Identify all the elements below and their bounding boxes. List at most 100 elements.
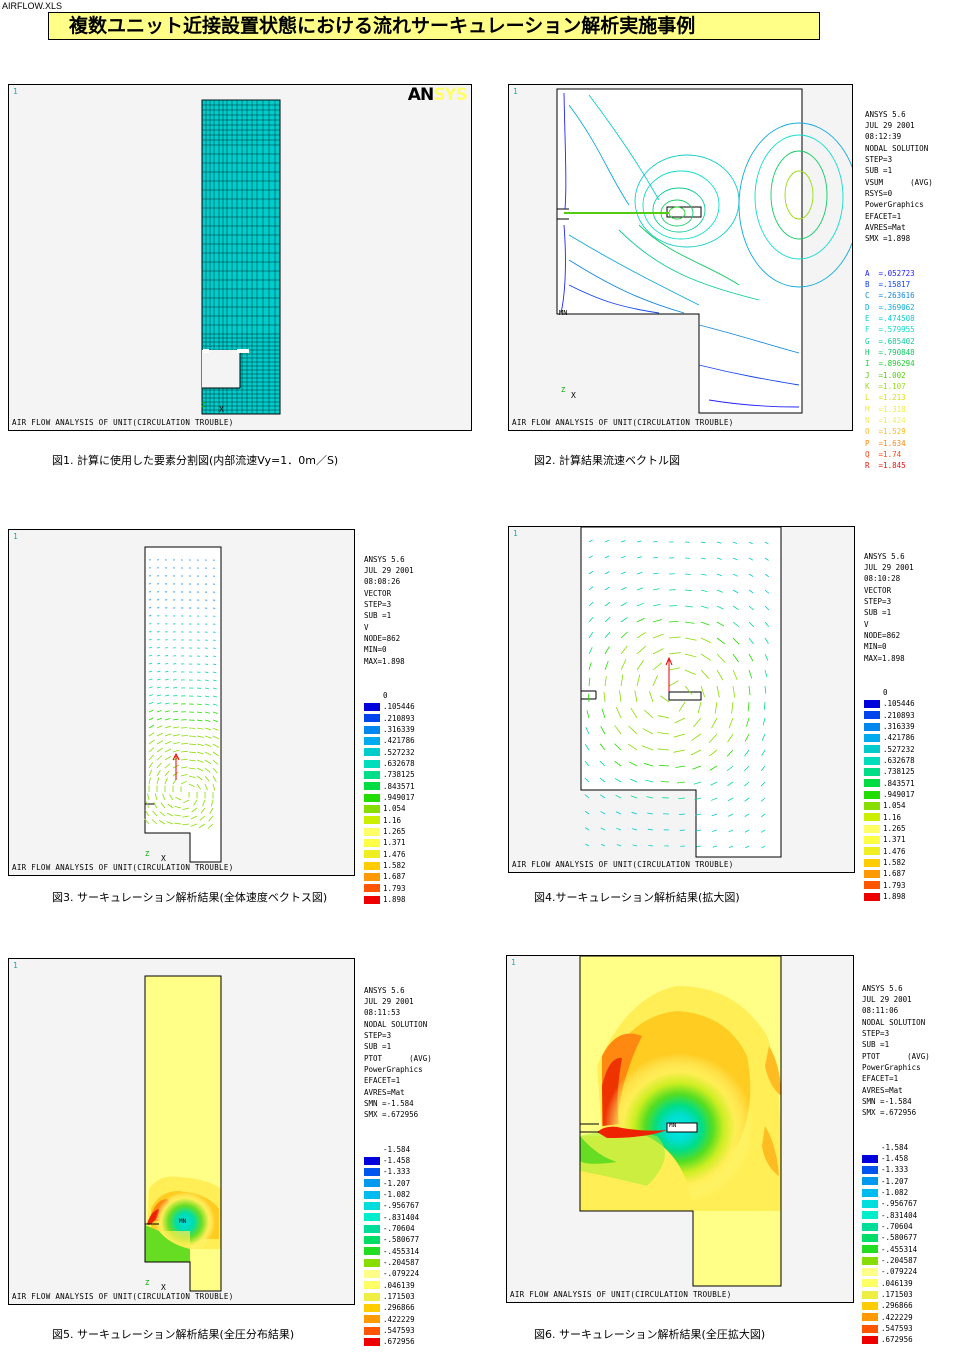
legend-min-value: -1.584 (383, 1144, 411, 1154)
legend-value: -.580677 (383, 1235, 420, 1245)
legend-swatch (364, 1247, 380, 1256)
legend-swatch (364, 725, 380, 734)
legend-row: L =1.213 (865, 392, 933, 403)
legend-value: 1.16 (883, 812, 902, 822)
legend-value: =1.002 (878, 370, 906, 380)
legend-value: -.079224 (383, 1269, 420, 1279)
legend-row: .046139 (862, 1278, 930, 1289)
legend-swatch (364, 793, 380, 802)
legend-value: .421786 (383, 736, 415, 746)
legend-row: N =1.424 (865, 415, 933, 426)
legend-row: -.831404 (862, 1210, 930, 1221)
info-line: ANSYS 5.6 (862, 983, 903, 993)
legend-swatch (364, 714, 380, 723)
legend-row: 1.265 (364, 826, 415, 837)
panel-footer: AIR FLOW ANALYSIS OF UNIT(CIRCULATION TR… (12, 1292, 234, 1301)
panel-footer: AIR FLOW ANALYSIS OF UNIT(CIRCULATION TR… (12, 418, 234, 427)
legend-row: 1.476 (364, 849, 415, 860)
legend-row: .171503 (862, 1289, 930, 1300)
legend-value: -.956767 (383, 1201, 420, 1211)
legend-row: 1.265 (864, 823, 915, 834)
legend-value: .210893 (883, 710, 915, 720)
info-line: STEP=3 (862, 1029, 890, 1039)
legend-swatch (864, 779, 880, 788)
info-line: SUB =1 (864, 608, 892, 618)
fig6-info: ANSYS 5.6 JUL 29 2001 08:11:06 NODAL SOLUTI… (862, 960, 930, 1352)
fig1-panel: 1 ANSYS Z X AIR FLOW ANALYSIS OF UNIT(CI… (8, 84, 472, 431)
legend-row: .527232 (364, 747, 415, 758)
info-line: SUB =1 (364, 1042, 392, 1052)
info-line: 08:12:39 (865, 132, 902, 142)
info-line: SMX =1.898 (865, 234, 911, 244)
legend-row: 1.582 (364, 860, 415, 871)
legend-swatch (364, 838, 380, 847)
legend-value: =.15817 (878, 279, 911, 289)
legend-value: -.831404 (881, 1210, 918, 1220)
legend-row: 1.898 (364, 894, 415, 905)
legend-swatch (864, 801, 880, 810)
legend-row: .632678 (864, 755, 915, 766)
info-line: SUB =1 (865, 166, 893, 176)
info-line: SMN =-1.584 (364, 1099, 414, 1109)
legend-value: -.204587 (383, 1257, 420, 1267)
legend-row: .421786 (864, 732, 915, 743)
legend-value: 1.793 (383, 883, 406, 893)
legend-row: F =.579955 (865, 324, 933, 335)
legend-value: .046139 (881, 1278, 913, 1288)
legend-row: -1.333 (364, 1166, 432, 1177)
info-line: PowerGraphics (862, 1063, 921, 1073)
legend-value: .105446 (883, 699, 915, 709)
legend-value: -.455314 (383, 1246, 420, 1256)
legend-value: =1.74 (878, 450, 902, 459)
legend-value: -1.207 (383, 1178, 411, 1188)
fig5-panel: 1 MN Z X AIR FLOW ANALYSIS OF UNIT(CIRCU… (8, 958, 355, 1305)
legend-letter: Q (865, 450, 879, 459)
legend-swatch (864, 711, 880, 720)
legend-swatch (862, 1188, 878, 1197)
legend-swatch (862, 1279, 878, 1288)
legend-row: R =1.845 (865, 460, 933, 471)
legend-row: -.956767 (364, 1200, 432, 1211)
legend-letter: P (865, 438, 879, 448)
legend-row: -1.207 (862, 1176, 930, 1187)
info-line: SMN =-1.584 (862, 1097, 912, 1107)
info-line: MAX=1.898 (864, 653, 905, 663)
legend-value: -.455314 (881, 1244, 918, 1254)
legend-row: -.079224 (862, 1266, 930, 1277)
legend-value: =1.318 (878, 404, 906, 414)
file-name: AIRFLOW.XLS (2, 1, 63, 11)
legend-letter: M (865, 404, 879, 414)
legend-row: .316339 (364, 724, 415, 735)
legend-value: .738125 (383, 770, 415, 780)
info-line: SUB =1 (364, 611, 392, 621)
legend-value: 1.582 (883, 857, 906, 867)
legend-value: -.580677 (881, 1233, 918, 1243)
legend-swatch (862, 1256, 878, 1265)
legend-letter: D (865, 302, 879, 312)
legend-letter: G (865, 336, 879, 346)
legend-row: .296866 (364, 1302, 432, 1313)
legend-swatch (364, 1224, 380, 1233)
legend-swatch (364, 1201, 380, 1210)
legend-row: .316339 (864, 721, 915, 732)
fig3-info: ANSYS 5.6 JUL 29 2001 08:08:26 VECTOR STEP=3… (364, 531, 415, 917)
info-line: JUL 29 2001 (364, 566, 414, 576)
legend-value: .843571 (383, 781, 415, 791)
legend-swatch (364, 748, 380, 757)
legend-row: -1.333 (862, 1164, 930, 1175)
fig5-info: ANSYS 5.6 JUL 29 2001 08:11:53 NODAL SOLUTI… (364, 962, 432, 1352)
legend-swatch (364, 1269, 380, 1278)
legend-value: .949017 (383, 792, 415, 802)
legend-swatch (364, 1281, 380, 1290)
legend-swatch (364, 1338, 380, 1347)
info-line: ANSYS 5.6 (865, 109, 906, 119)
legend-row: 1.582 (864, 857, 915, 868)
legend-value: .171503 (881, 1289, 913, 1299)
info-line: 08:10:28 (864, 574, 901, 584)
legend-value: 1.371 (383, 838, 406, 848)
panel-number: 1 (13, 532, 18, 541)
legend-row: 1.793 (864, 880, 915, 891)
legend-swatch (364, 702, 380, 711)
info-line: PTOT (AVG) (862, 1051, 930, 1061)
legend-row: .105446 (864, 698, 915, 709)
